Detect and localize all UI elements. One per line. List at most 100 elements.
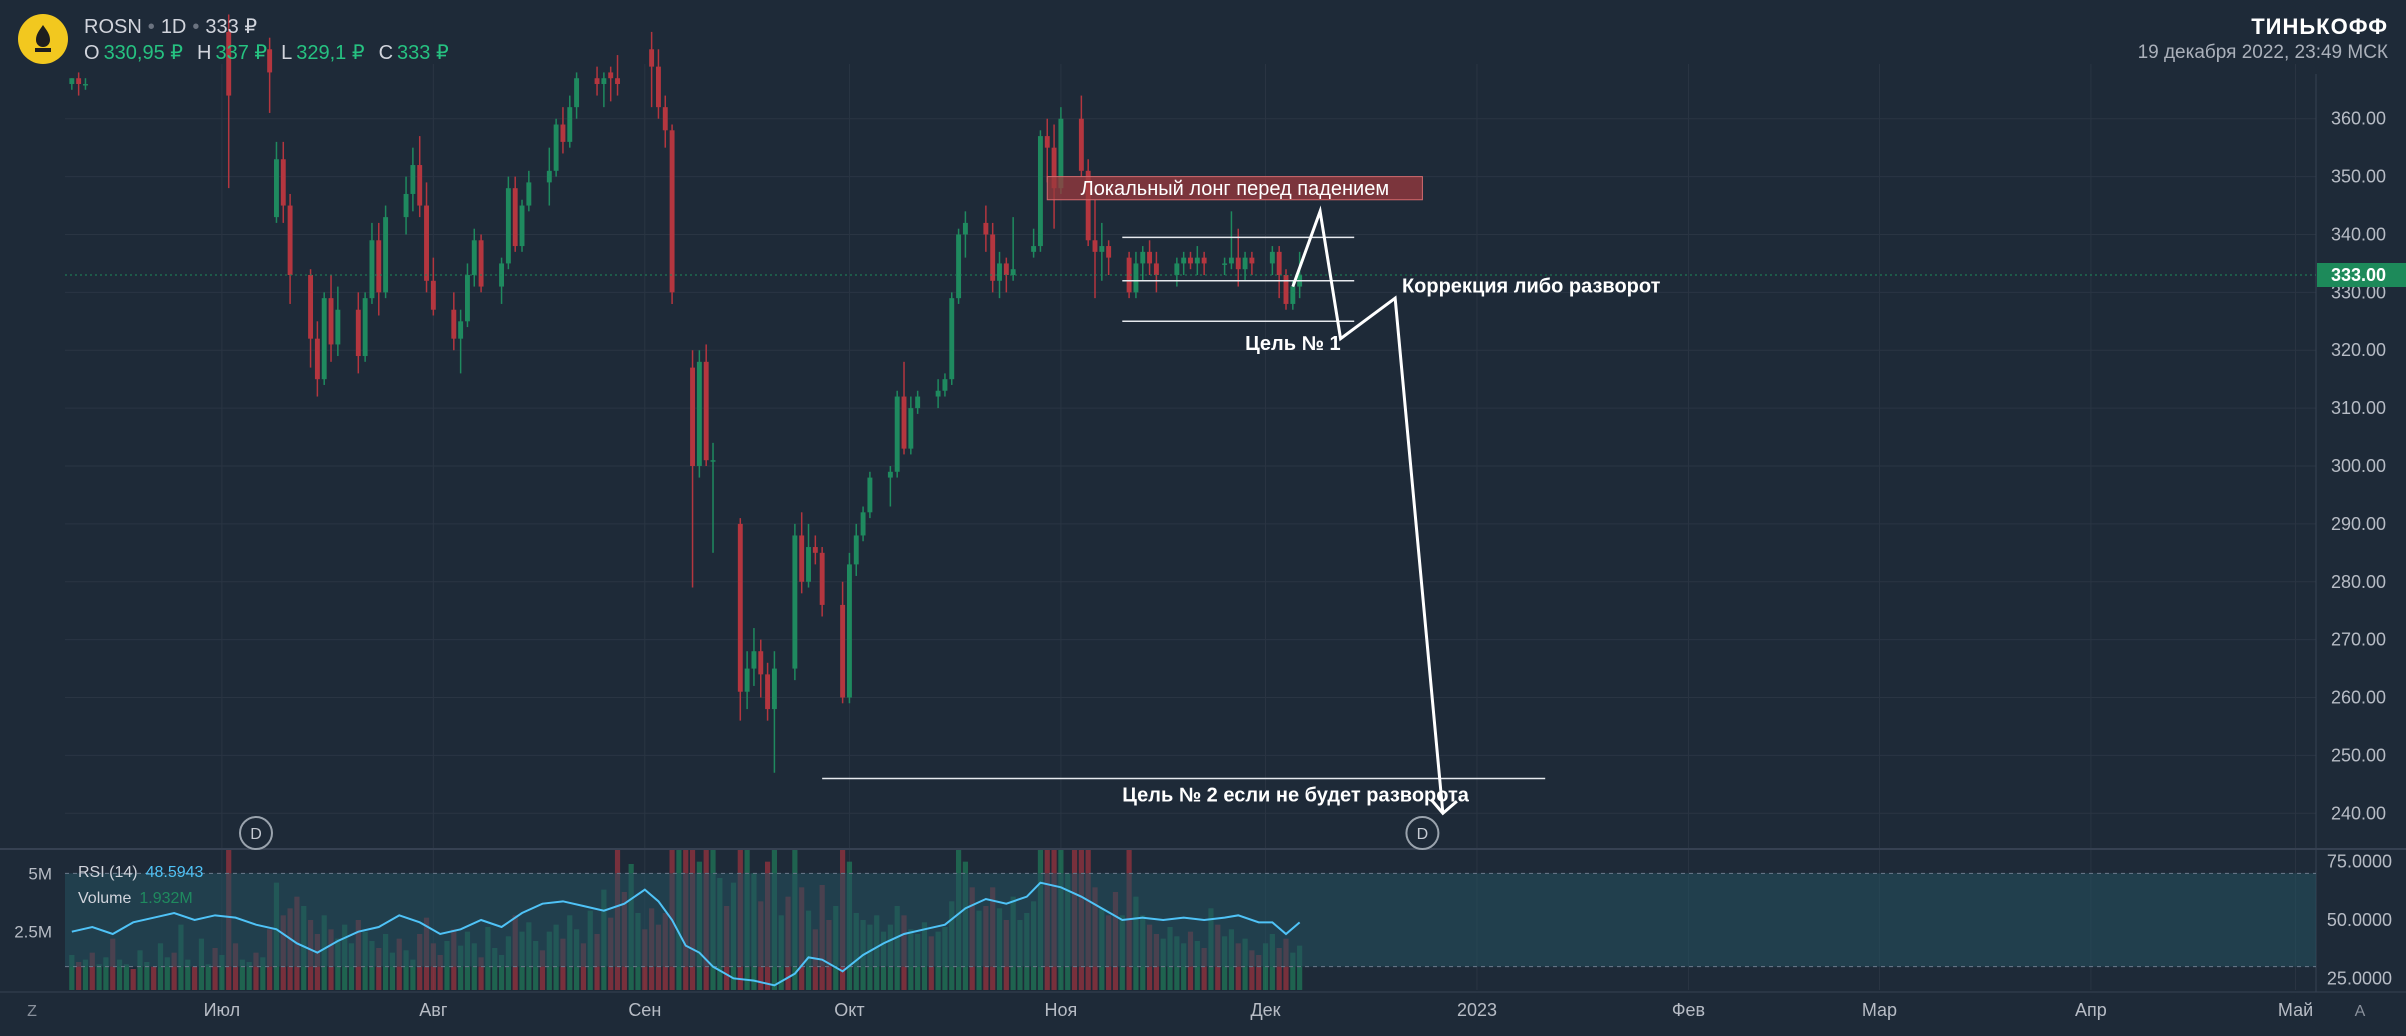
volume-bar: [458, 945, 464, 990]
candle-body: [696, 361, 702, 466]
candle-body: [1092, 240, 1098, 252]
candle-body: [867, 477, 873, 513]
candle-body: [615, 78, 620, 84]
candle-body: [758, 651, 764, 675]
candle-body: [1051, 147, 1057, 189]
ohlc-open-label: O: [84, 42, 100, 64]
candle-body: [76, 78, 82, 84]
volume-bar: [116, 959, 123, 990]
candle-body: [1283, 275, 1289, 304]
candle-body: [1222, 263, 1228, 265]
candle-body: [846, 564, 852, 698]
rsi-value: 48.5943: [145, 864, 204, 881]
time-tick-label: Дек: [1250, 1000, 1280, 1020]
auto-scale-button[interactable]: A: [2355, 1003, 2366, 1020]
volume-bar: [376, 948, 382, 990]
candle-body: [478, 240, 484, 287]
candle-body: [751, 651, 757, 669]
candle-body: [690, 367, 696, 466]
ticker[interactable]: ROSN: [84, 16, 142, 38]
candle-body: [1147, 251, 1153, 264]
timestamp: 19 декабря 2022, 23:49 МСК: [2137, 42, 2388, 63]
time-tick-label: Мар: [1862, 1000, 1897, 1020]
long-zone-box[interactable]: [1046, 176, 1423, 201]
candle-body: [860, 512, 866, 536]
candle-body: [546, 170, 552, 183]
dividend-marker[interactable]: [238, 816, 273, 851]
candle-body: [287, 205, 293, 275]
volume-bar: [219, 955, 225, 990]
candle-body: [935, 390, 941, 397]
price-tick-label: 290.00: [2331, 514, 2386, 534]
ticker-line: ROSN • 1D • 333 ₽: [84, 16, 258, 38]
volume-bar: [82, 959, 89, 990]
candle-body: [765, 674, 771, 710]
volume-bar: [192, 966, 198, 990]
ohlc-open-value: 330,95 ₽: [103, 42, 184, 64]
volume-bar: [437, 955, 443, 990]
volume-bar: [253, 952, 259, 990]
candle-body: [226, 31, 232, 96]
candle-body: [321, 298, 327, 380]
zoom-reset-button[interactable]: Z: [27, 1003, 37, 1020]
dividend-marker[interactable]: [1405, 816, 1440, 851]
price-tick-label: 340.00: [2331, 224, 2386, 244]
candle-body: [799, 535, 805, 582]
candle-body: [806, 547, 811, 582]
candle-body: [1078, 118, 1084, 171]
volume-bar: [89, 952, 95, 990]
rsi-tick-label: 25.0000: [2327, 968, 2392, 988]
ohlc-high-label: H: [197, 42, 212, 64]
candle-body: [894, 396, 900, 472]
candle-body: [840, 604, 846, 698]
volume-legend[interactable]: Volume 1.932M: [78, 890, 193, 908]
candle-body: [990, 234, 996, 281]
volume-bar: [478, 957, 484, 990]
last-price: 333 ₽: [205, 16, 258, 38]
volume-bar: [1256, 955, 1262, 990]
candle-body: [410, 165, 416, 194]
candle-body: [369, 240, 375, 299]
time-tick-label: Ноя: [1045, 1000, 1078, 1020]
candle-body: [451, 309, 457, 339]
candle-body: [69, 78, 75, 84]
candle-body: [560, 124, 566, 142]
candle-body: [956, 234, 962, 299]
volume-bar: [403, 950, 409, 990]
candle-body: [744, 668, 750, 692]
volume-bar: [1201, 948, 1207, 990]
time-tick-label: Июл: [204, 1000, 241, 1020]
candle-body: [1188, 257, 1193, 264]
volume-bar: [164, 957, 170, 990]
volume-bar: [1297, 945, 1303, 990]
candle-body: [1201, 257, 1207, 264]
ohlc-high-value: 337 ₽: [215, 42, 268, 64]
time-tick-label: 2023: [1457, 1000, 1497, 1020]
volume-bar: [171, 952, 177, 990]
candle-body: [471, 240, 477, 275]
candle-body: [567, 107, 573, 142]
time-tick-label: Сен: [628, 1000, 661, 1020]
price-tick-label: 240.00: [2331, 803, 2386, 823]
candle-body: [355, 309, 361, 357]
volume-name: Volume: [78, 890, 132, 907]
candle-body: [1276, 251, 1282, 275]
candle-body: [962, 222, 968, 235]
candle-body: [983, 222, 989, 235]
candle-body: [280, 159, 286, 206]
ohlc-low-label: L: [281, 42, 293, 64]
candle-body: [1031, 246, 1037, 252]
time-tick-label: Фев: [1672, 1000, 1705, 1020]
interval[interactable]: 1D: [160, 16, 187, 38]
price-tick-label: 320.00: [2331, 340, 2386, 360]
price-tick-label: 300.00: [2331, 456, 2386, 476]
candle-body: [1058, 118, 1064, 189]
candle-body: [553, 124, 559, 171]
rsi-name: RSI (14): [78, 864, 138, 881]
candle-body: [1242, 257, 1248, 270]
forecast-path[interactable]: [1291, 205, 1445, 814]
rsi-legend[interactable]: RSI (14) 48.5943: [78, 864, 203, 882]
volume-bar: [69, 955, 75, 990]
candle-body: [887, 471, 893, 478]
